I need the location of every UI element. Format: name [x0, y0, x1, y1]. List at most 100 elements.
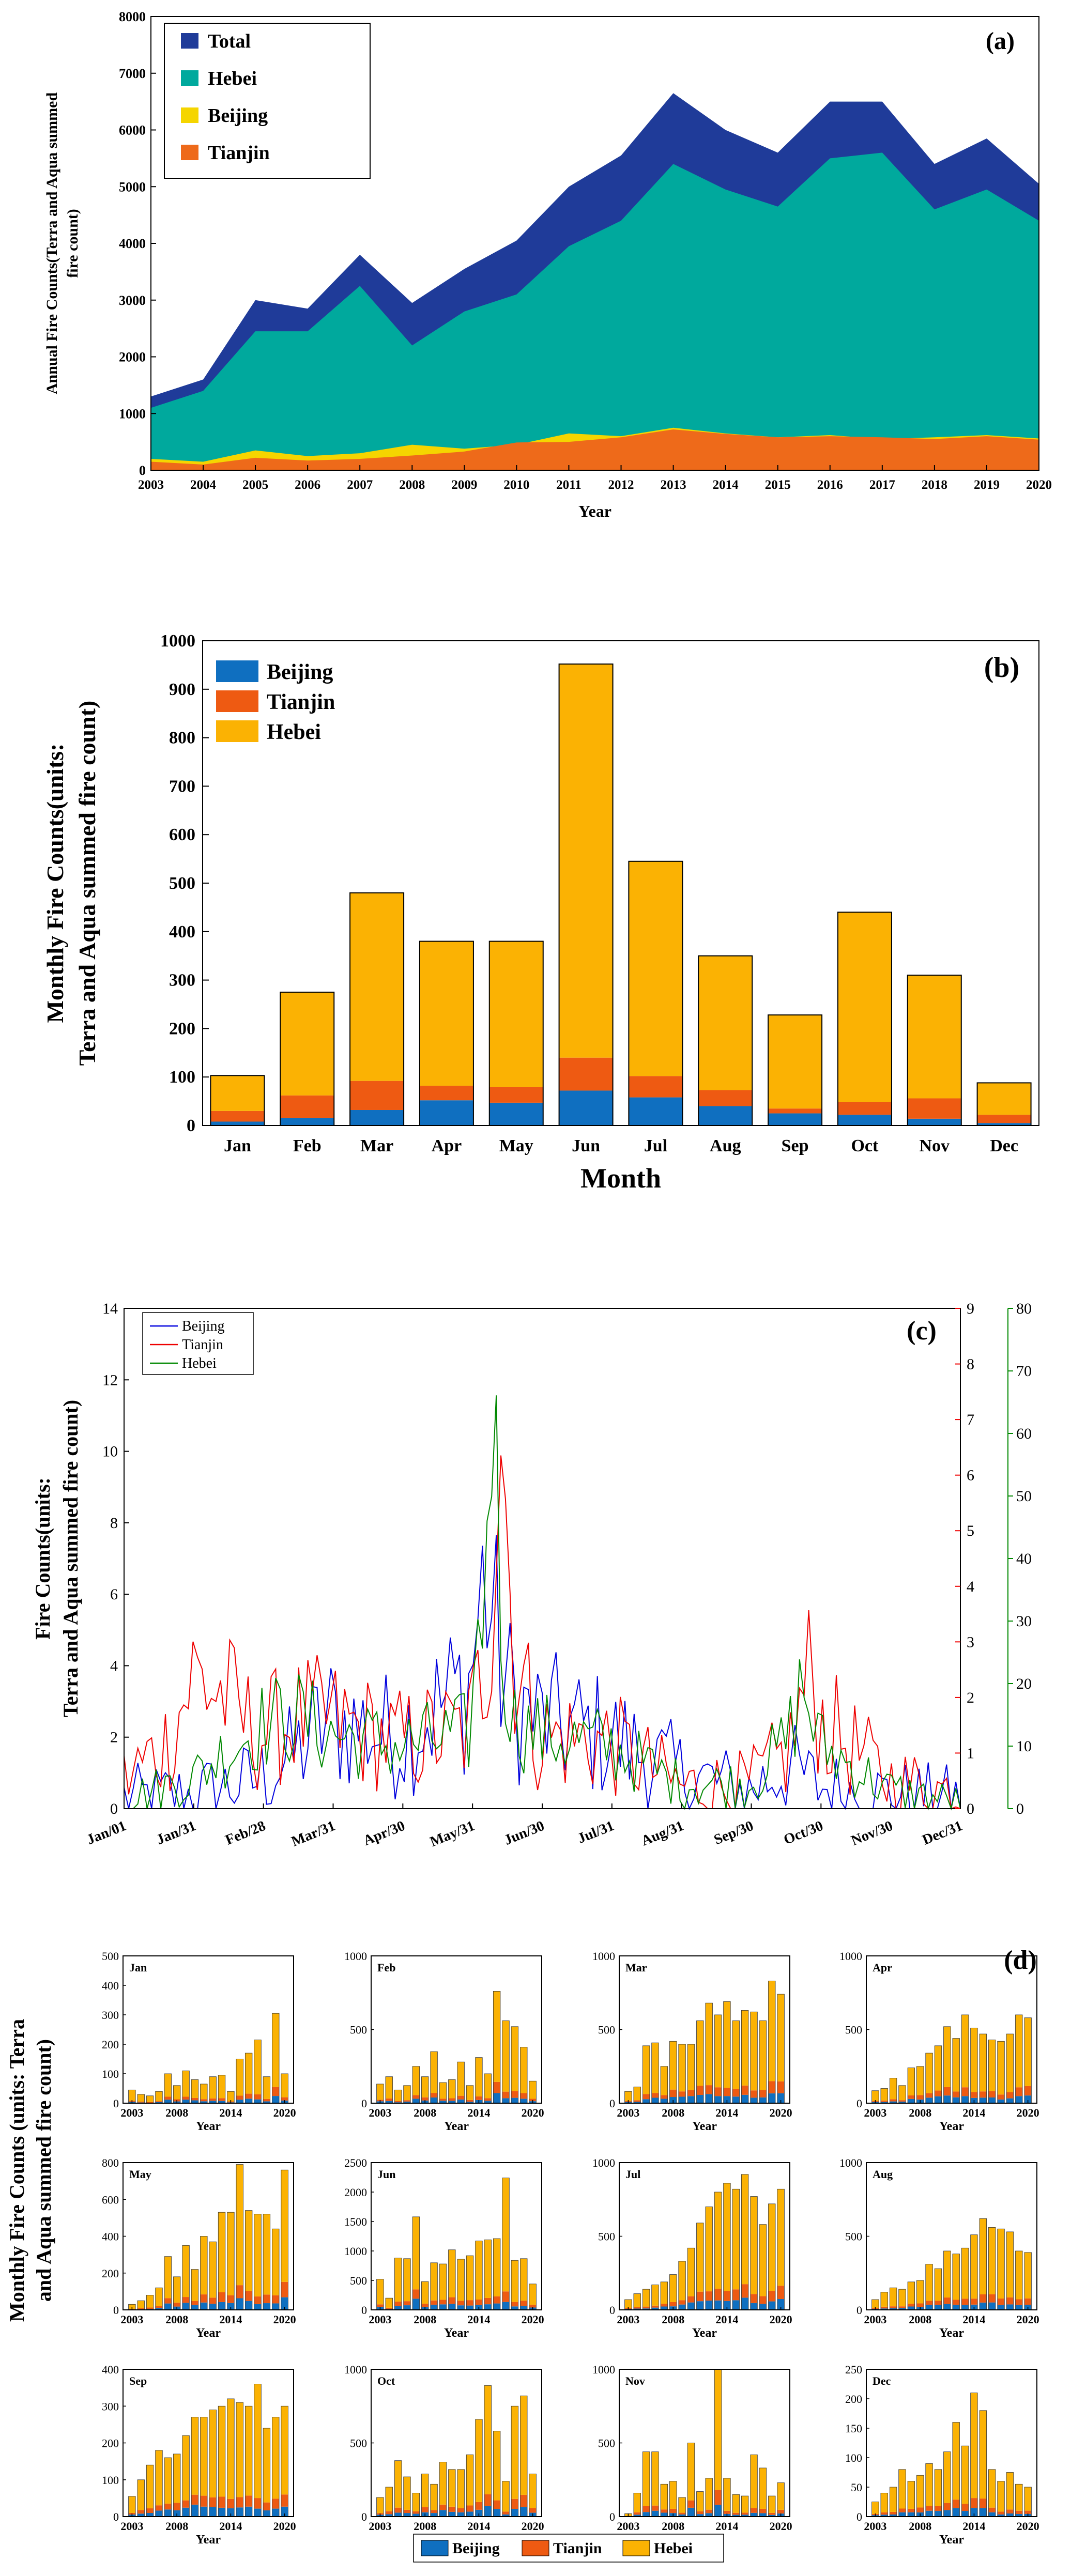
bar-segment-tianjin — [403, 2301, 411, 2306]
x-tick-label: 2003 — [864, 2520, 886, 2533]
bar-segment-hebei — [678, 2497, 686, 2513]
bar-segment-tianjin — [209, 2098, 217, 2101]
x-tick-label: 2003 — [617, 2313, 639, 2326]
bar-segment-hebei — [732, 2189, 740, 2290]
x-tick-label: 2008 — [662, 2520, 684, 2533]
bar-segment-hebei — [412, 2216, 420, 2290]
x-axis-label: Year — [692, 2326, 717, 2340]
bar-segment-beijing — [750, 2097, 758, 2103]
bar-segment-hebei — [880, 2088, 888, 2101]
y-tick-label: 0 — [609, 2304, 615, 2317]
bar-segment-beijing — [155, 2102, 163, 2103]
bar-segment-hebei — [759, 2467, 767, 2509]
x-tick-label: 2020 — [522, 2313, 544, 2326]
bar-segment-beijing — [1015, 2513, 1023, 2517]
bar-segment-beijing — [350, 1109, 404, 1125]
bar-segment-hebei — [651, 2043, 659, 2093]
bar-segment-hebei — [502, 2481, 510, 2512]
bar-segment-hebei — [236, 2402, 243, 2497]
bar-segment-beijing — [935, 2305, 942, 2310]
bar-segment-hebei — [768, 1015, 822, 1109]
bar-segment-hebei — [448, 2079, 456, 2099]
y-tick-label: 200 — [169, 1019, 195, 1038]
bar-segment-hebei — [651, 2451, 659, 2506]
x-tick-label: 2003 — [120, 2106, 143, 2119]
bar-segment-tianjin — [1015, 2299, 1023, 2305]
bar-segment-hebei — [484, 2385, 492, 2494]
bar-segment-hebei — [898, 2469, 906, 2509]
bar-segment-beijing — [943, 2510, 951, 2517]
bar-segment-hebei — [128, 2496, 136, 2513]
bar-segment-tianjin — [394, 2301, 402, 2306]
bar-segment-hebei — [254, 2040, 262, 2094]
bar-segment-hebei — [280, 992, 334, 1096]
x-axis-label: Year — [444, 2120, 469, 2133]
x-tick-label: 2008 — [662, 2106, 684, 2119]
bar-segment-hebei — [466, 2085, 473, 2100]
bar-segment-beijing — [191, 2504, 198, 2517]
bar-segment-hebei — [281, 2170, 288, 2282]
bar-segment-tianjin — [146, 2508, 154, 2513]
bar-segment-tianjin — [908, 2095, 915, 2099]
legend-box — [164, 23, 371, 179]
bar-segment-hebei — [164, 2074, 172, 2097]
bar-segment-hebei — [272, 2229, 280, 2295]
bar-segment-tianjin — [768, 2512, 776, 2515]
bar-segment-beijing — [732, 2515, 740, 2517]
y-tick-label: 500 — [845, 2230, 862, 2243]
bar-segment-tianjin — [642, 2506, 650, 2512]
bar-segment-tianjin — [263, 2502, 270, 2511]
x-tick-label: 2008 — [165, 2520, 188, 2533]
bar-segment-beijing — [1015, 2096, 1023, 2103]
bar-segment-beijing — [430, 2304, 438, 2310]
bar-segment-hebei — [489, 941, 543, 1087]
y-green-tick-label: 60 — [1016, 1425, 1032, 1442]
bar-segment-tianjin — [759, 2296, 767, 2304]
bar-segment-beijing — [723, 2096, 731, 2103]
bar-segment-beijing — [988, 2512, 996, 2517]
x-tick-label: 2003 — [369, 2520, 391, 2533]
x-tick-label: 2003 — [369, 2313, 391, 2326]
bar-segment-hebei — [705, 2207, 713, 2292]
bar-segment-tianjin — [741, 2284, 748, 2298]
x-tick-label: 2013 — [661, 478, 686, 492]
y-tick-label: 200 — [102, 2267, 119, 2280]
bar-segment-tianjin — [980, 2091, 987, 2098]
bar-segment-beijing — [412, 2299, 420, 2310]
x-tick-label: 2008 — [414, 2520, 436, 2533]
bar-segment-hebei — [173, 2276, 180, 2303]
bar-segment-beijing — [493, 2303, 500, 2310]
x-tick-label: 2007 — [347, 478, 373, 492]
y-tick-label: 6000 — [119, 123, 146, 138]
x-tick-label: May/31 — [428, 1818, 477, 1850]
x-tick-label: Jan — [224, 1136, 251, 1155]
legend-label-hebei: Hebei — [267, 720, 321, 744]
x-axis-label: Year — [196, 2120, 221, 2133]
bar-segment-beijing — [227, 2303, 235, 2310]
x-tick-label: 2010 — [503, 478, 529, 492]
bar-segment-tianjin — [678, 2091, 686, 2097]
bar-segment-beijing — [732, 2300, 740, 2310]
bar-segment-beijing — [448, 2304, 456, 2310]
y-green-tick-label: 40 — [1016, 1550, 1032, 1567]
bar-segment-hebei — [182, 2071, 190, 2097]
bar-segment-beijing — [218, 2302, 225, 2310]
bar-segment-tianjin — [430, 2510, 438, 2513]
bar-segment-hebei — [837, 912, 892, 1102]
bar-segment-tianjin — [988, 2294, 996, 2303]
x-tick-label: Apr/30 — [361, 1818, 407, 1849]
y-axis-label-line1: Annual Fire Counts(Terra and Aqua summed — [43, 92, 60, 395]
bar-segment-hebei — [633, 2293, 641, 2307]
bar-segment-tianjin — [952, 2300, 960, 2305]
bar-segment-beijing — [898, 2101, 906, 2103]
bar-segment-beijing — [484, 2101, 492, 2103]
y-tick-label: 100 — [169, 1068, 195, 1087]
bar-segment-hebei — [466, 2455, 473, 2506]
y-tick-label: 100 — [102, 2474, 119, 2487]
bar-segment-hebei — [732, 2494, 740, 2513]
subplot-jul: 0 500 1000 2003 2008 2014 2020 Year Jul — [592, 2156, 792, 2340]
bar-segment-hebei — [218, 2212, 225, 2293]
bar-segment-tianjin — [484, 2494, 492, 2506]
x-tick-label: Nov/30 — [849, 1818, 895, 1849]
